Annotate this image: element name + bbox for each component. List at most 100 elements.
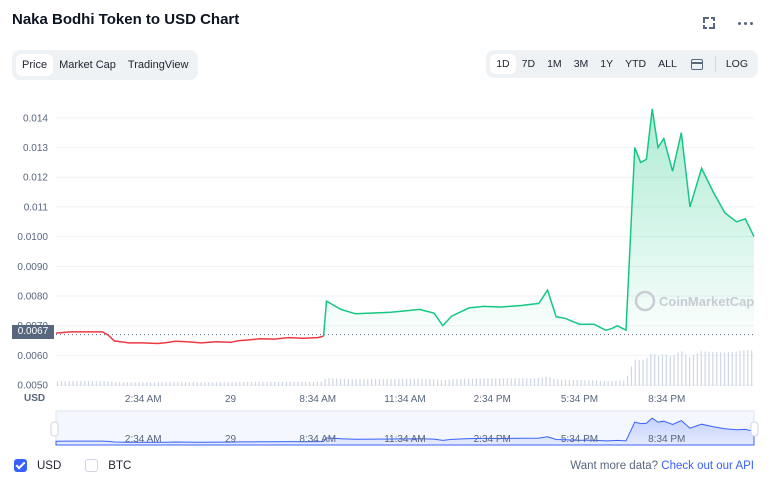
volume-bar <box>118 382 121 386</box>
volume-bar <box>130 382 132 386</box>
volume-bar <box>444 380 446 386</box>
btc-checkbox[interactable]: BTC <box>85 459 131 472</box>
volume-bar <box>215 382 218 386</box>
volume-bar <box>634 359 636 386</box>
y-tick-label: 0.011 <box>24 202 49 213</box>
volume-bar <box>413 378 415 386</box>
range-7d[interactable]: 7D <box>521 58 536 70</box>
volume-bar <box>417 378 419 386</box>
api-promo: Want more data? Check out our API <box>570 460 754 472</box>
volume-bar <box>436 379 439 386</box>
volume-bar <box>708 351 710 386</box>
volume-bar <box>398 378 400 386</box>
volume-bar <box>297 381 299 386</box>
checkbox-unchecked-icon <box>85 459 99 472</box>
volume-bar <box>243 382 245 386</box>
volume-bar <box>588 380 590 386</box>
volume-bar <box>704 351 706 386</box>
volume-bar <box>514 378 516 386</box>
volume-bar <box>491 378 493 386</box>
y-tick-label: 0.014 <box>23 113 48 124</box>
volume-bar <box>258 381 260 386</box>
api-promo-text: Want more data? <box>570 459 659 472</box>
volume-bar <box>677 352 679 386</box>
volume-bar <box>696 353 698 386</box>
volume-bar <box>460 378 462 386</box>
x-tick-label: 8:34 PM <box>648 394 685 405</box>
api-link[interactable]: Check out our API <box>661 459 754 472</box>
volume-bar <box>464 378 466 386</box>
range-3m[interactable]: 3M <box>573 58 589 70</box>
volume-bar <box>367 379 369 386</box>
volume-bar <box>673 354 675 386</box>
volume-bar <box>332 378 334 386</box>
volume-bar <box>448 379 450 386</box>
volume-bar <box>731 351 733 386</box>
range-1m[interactable]: 1M <box>547 58 562 70</box>
tab-tradingview[interactable]: TradingView <box>127 59 189 71</box>
volume-bar <box>56 381 59 386</box>
volume-bar <box>739 350 741 386</box>
y-tick-label: 0.0090 <box>17 262 48 273</box>
volume-bar <box>378 379 380 386</box>
navigator-area <box>55 417 755 446</box>
log-scale-button[interactable]: LOG <box>725 58 748 70</box>
volume-bar <box>615 380 617 386</box>
range-ytd[interactable]: YTD <box>625 58 647 70</box>
volume-bar <box>165 382 167 386</box>
more-icon[interactable] <box>736 14 754 32</box>
calendar-icon[interactable] <box>683 54 711 74</box>
volume-bar <box>126 382 128 386</box>
checkbox-checked-icon <box>14 459 27 472</box>
navigator-tick-label: 8:34 PM <box>648 434 685 445</box>
volume-bar <box>254 381 256 386</box>
volume-bar <box>665 354 667 386</box>
volume-bar <box>320 381 322 386</box>
volume-bar <box>584 380 586 386</box>
footer: USD BTC Want more data? Check out our AP… <box>14 459 754 472</box>
volume-bar <box>223 382 225 386</box>
volume-bar <box>157 382 159 386</box>
volume-bar <box>646 357 648 386</box>
watermark-logo: CoinMarketCap <box>634 290 754 312</box>
volume-bar <box>212 382 214 386</box>
volume-bar <box>134 382 136 386</box>
time-range-selector: 1D 7D 1M 3M 1Y YTD ALL LOG <box>486 50 758 78</box>
volume-bar <box>184 382 187 386</box>
tab-price[interactable]: Price <box>16 54 54 76</box>
volume-bar <box>619 380 621 386</box>
volume-bar <box>285 381 287 386</box>
volume-bar <box>681 351 683 386</box>
volume-bar <box>153 382 156 386</box>
volume-bar <box>452 379 454 386</box>
range-1d[interactable]: 1D <box>490 54 516 74</box>
volume-bar <box>239 382 241 386</box>
volume-bar <box>716 352 718 386</box>
tab-market-cap[interactable]: Market Cap <box>59 59 116 71</box>
volume-bar <box>626 375 629 386</box>
volume-bar <box>506 378 508 386</box>
volume-bar <box>115 382 117 386</box>
volume-bar <box>169 382 171 386</box>
volume-bar <box>80 381 82 386</box>
volume-bar <box>235 382 237 386</box>
volume-bar <box>142 382 144 386</box>
volume-bar <box>623 380 625 386</box>
volume-bar <box>405 378 408 386</box>
usd-checkbox[interactable]: USD <box>14 459 61 472</box>
volume-bar <box>351 379 353 386</box>
volume-bar <box>650 353 652 386</box>
expand-icon[interactable] <box>700 14 718 32</box>
volume-bar <box>533 378 536 386</box>
volume-bar <box>60 381 63 386</box>
x-tick-label: 5:34 PM <box>561 394 598 405</box>
range-all[interactable]: ALL <box>658 58 677 70</box>
volume-bar <box>308 381 311 386</box>
volume-bar <box>192 382 194 386</box>
volume-bar <box>553 378 555 386</box>
volume-bar <box>262 381 264 386</box>
volume-bar <box>64 381 66 386</box>
range-1y[interactable]: 1Y <box>600 58 614 70</box>
volume-bar <box>607 380 609 386</box>
